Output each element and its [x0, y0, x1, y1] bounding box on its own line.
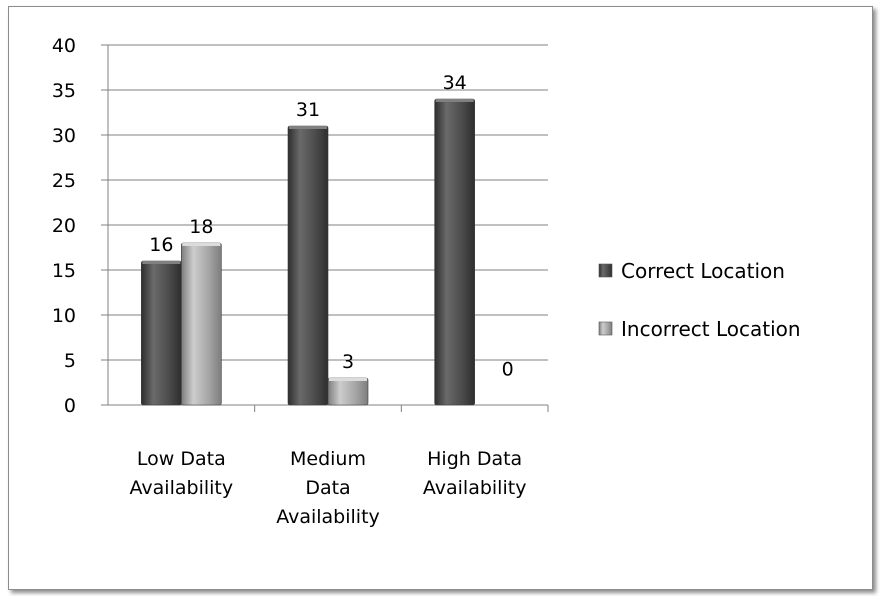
legend-label: Incorrect Location	[621, 317, 801, 341]
bar-incorrect	[181, 242, 222, 406]
category-label: High Data	[427, 448, 522, 470]
legend-swatch	[598, 263, 613, 278]
data-label: 3	[342, 351, 354, 373]
data-label: 34	[443, 72, 467, 94]
bar-top-highlight	[142, 261, 181, 264]
data-label: 18	[189, 216, 213, 238]
y-tick-label: 30	[52, 125, 76, 147]
y-tick-label: 25	[52, 170, 76, 192]
category-label: Availability	[130, 477, 234, 499]
bar-top-highlight	[435, 99, 474, 102]
category-label: Low Data	[137, 448, 226, 470]
y-tick-label: 35	[52, 80, 76, 102]
y-tick-label: 0	[64, 395, 76, 417]
category-label: Medium	[290, 448, 366, 470]
category-label: Availability	[423, 477, 527, 499]
bar-correct	[434, 98, 475, 406]
y-tick-label: 10	[52, 305, 76, 327]
legend-label: Correct Location	[621, 259, 785, 283]
data-label: 31	[296, 99, 320, 121]
data-label: 16	[149, 234, 173, 256]
bar-top-highlight	[329, 378, 367, 381]
category-label: Data	[305, 477, 350, 499]
y-tick-label: 5	[64, 350, 76, 372]
y-tick-label: 40	[52, 35, 76, 57]
bar-correct	[287, 125, 329, 406]
legend-swatch	[598, 321, 613, 336]
bar-incorrect	[327, 377, 369, 406]
y-tick-label: 15	[52, 260, 76, 282]
data-label: 0	[502, 358, 514, 380]
category-label: Availability	[276, 506, 380, 528]
y-tick-label: 20	[52, 215, 76, 237]
bar-correct	[141, 260, 182, 406]
bar-top-highlight	[182, 243, 221, 246]
bar-top-highlight	[289, 126, 327, 129]
